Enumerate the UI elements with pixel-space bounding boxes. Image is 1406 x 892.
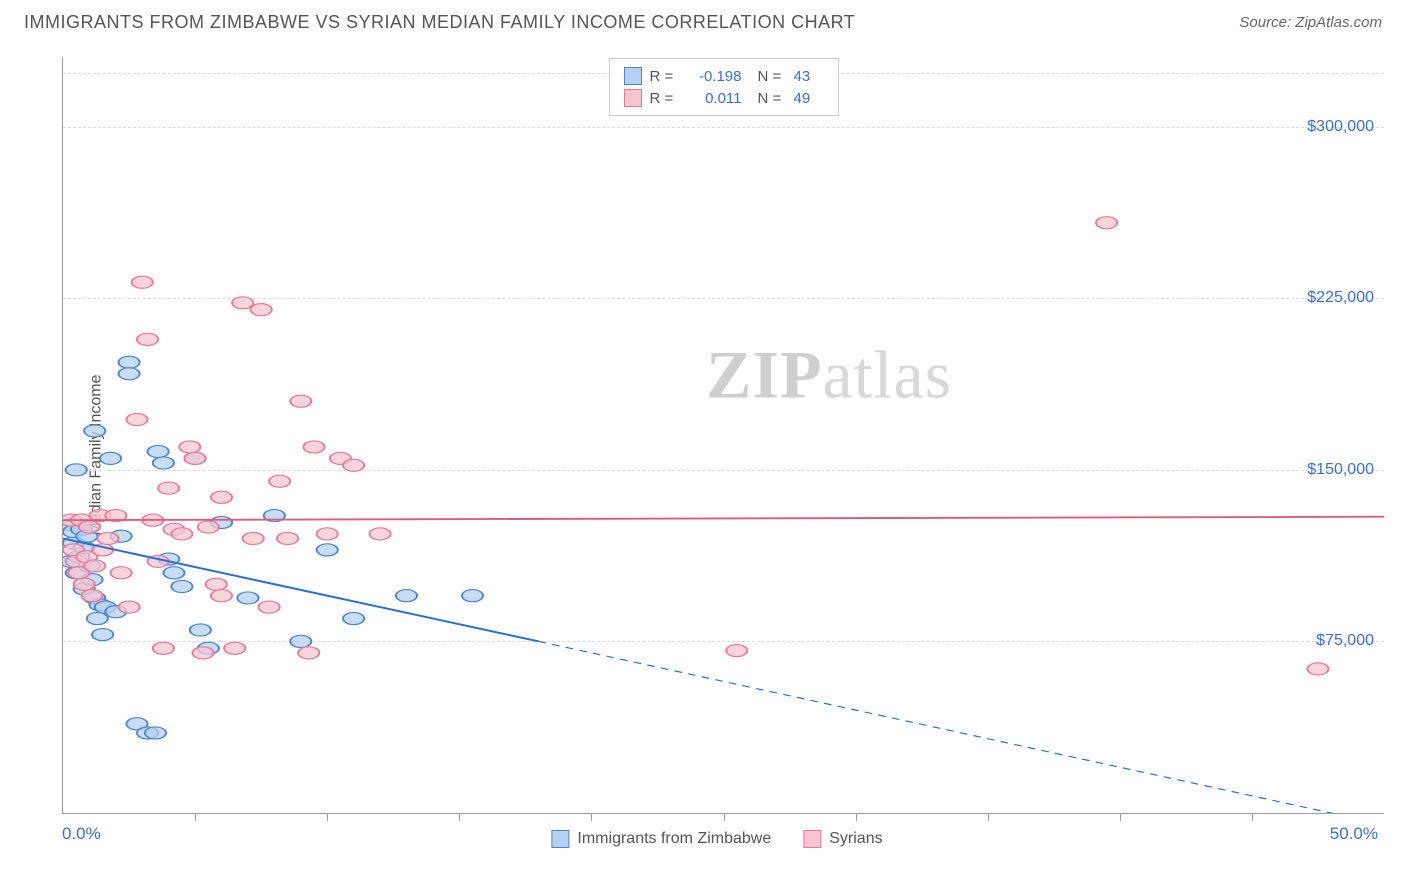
data-point (290, 635, 311, 647)
data-point (118, 356, 139, 368)
data-point (232, 297, 253, 309)
data-point (148, 445, 169, 457)
chart-area: Median Family Income ZIPatlas R =-0.198N… (50, 48, 1384, 862)
legend-label: Syrians (829, 830, 882, 848)
r-value: 0.011 (686, 90, 742, 107)
data-point (396, 590, 417, 602)
r-label: R = (650, 68, 678, 85)
data-point (237, 592, 258, 604)
data-point (198, 521, 219, 533)
legend-item: Immigrants from Zimbabwe (551, 830, 771, 848)
data-point (317, 528, 338, 540)
data-point (224, 642, 245, 654)
data-point (145, 727, 166, 739)
scatter-svg (63, 58, 1384, 813)
legend-label: Immigrants from Zimbabwe (577, 830, 771, 848)
header: IMMIGRANTS FROM ZIMBABWE VS SYRIAN MEDIA… (0, 0, 1406, 41)
data-point (92, 629, 113, 641)
x-tick (195, 813, 196, 821)
data-point (462, 590, 483, 602)
data-point (369, 528, 390, 540)
x-tick (327, 813, 328, 821)
data-point (118, 601, 139, 613)
source-attribution: Source: ZipAtlas.com (1239, 14, 1382, 31)
data-point (79, 521, 100, 533)
trend-line (63, 517, 1384, 520)
n-value: 43 (794, 68, 824, 85)
data-point (153, 642, 174, 654)
data-point (100, 452, 121, 464)
legend-item: Syrians (803, 830, 882, 848)
data-point (277, 532, 298, 544)
data-point (158, 482, 179, 494)
x-tick (724, 813, 725, 821)
plot-region: ZIPatlas R =-0.198N =43R =0.011N =49 $75… (62, 58, 1384, 814)
data-point (171, 580, 192, 592)
data-point (190, 624, 211, 636)
trend-line-extrapolated (539, 641, 1384, 813)
data-point (111, 567, 132, 579)
x-axis-max-label: 50.0% (1330, 824, 1378, 844)
data-point (84, 560, 105, 572)
data-point (192, 647, 213, 659)
data-point (298, 647, 319, 659)
x-tick (988, 813, 989, 821)
legend-swatch (551, 830, 569, 848)
source-name: ZipAtlas.com (1295, 14, 1382, 31)
data-point (163, 567, 184, 579)
correlation-row: R = 0.011 N = 49 (624, 87, 824, 109)
data-point (132, 276, 153, 288)
data-point (126, 413, 147, 425)
data-point (171, 528, 192, 540)
x-tick (1120, 813, 1121, 821)
legend-swatch (624, 67, 642, 85)
data-point (259, 601, 280, 613)
data-point (251, 304, 272, 316)
x-axis-min-label: 0.0% (62, 824, 101, 844)
correlation-row: R = -0.198 N = 43 (624, 65, 824, 87)
correlation-legend: R = -0.198 N = 43 R = 0.011 N = 49 (609, 58, 839, 116)
data-point (1096, 217, 1117, 229)
data-point (87, 612, 108, 624)
series-legend: Immigrants from Zimbabwe Syrians (551, 830, 882, 848)
data-point (269, 475, 290, 487)
legend-swatch (624, 89, 642, 107)
data-point (726, 645, 747, 657)
n-value: 49 (794, 90, 824, 107)
x-tick (591, 813, 592, 821)
data-point (343, 459, 364, 471)
data-point (84, 425, 105, 437)
data-point (137, 333, 158, 345)
data-point (343, 612, 364, 624)
x-tick (856, 813, 857, 821)
data-point (243, 532, 264, 544)
data-point (185, 452, 206, 464)
data-point (153, 457, 174, 469)
n-label: N = (758, 68, 786, 85)
data-point (317, 544, 338, 556)
x-tick (1252, 813, 1253, 821)
data-point (303, 441, 324, 453)
data-point (179, 441, 200, 453)
n-label: N = (758, 90, 786, 107)
data-point (1307, 663, 1328, 675)
data-point (74, 578, 95, 590)
data-point (66, 464, 87, 476)
chart-title: IMMIGRANTS FROM ZIMBABWE VS SYRIAN MEDIA… (24, 12, 855, 33)
data-point (118, 368, 139, 380)
r-value: -0.198 (686, 68, 742, 85)
legend-swatch (803, 830, 821, 848)
x-tick (459, 813, 460, 821)
data-point (206, 578, 227, 590)
data-point (97, 532, 118, 544)
source-prefix: Source: (1239, 14, 1295, 31)
data-point (290, 395, 311, 407)
data-point (211, 590, 232, 602)
data-point (211, 491, 232, 503)
data-point (81, 590, 102, 602)
r-label: R = (650, 90, 678, 107)
